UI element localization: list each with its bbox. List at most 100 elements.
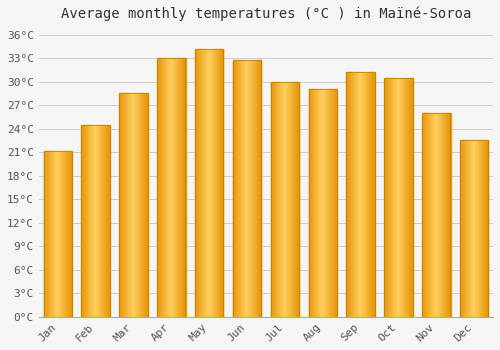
Bar bbox=[309, 90, 310, 317]
Bar bbox=[132, 93, 133, 317]
Bar bbox=[460, 140, 461, 317]
Bar bbox=[477, 140, 478, 317]
Bar bbox=[172, 58, 173, 317]
Bar bbox=[259, 61, 260, 317]
Bar bbox=[236, 61, 237, 317]
Bar bbox=[297, 82, 298, 317]
Bar bbox=[411, 78, 412, 317]
Bar bbox=[85, 125, 86, 317]
Bar bbox=[128, 93, 129, 317]
Bar bbox=[209, 49, 210, 317]
Bar bbox=[102, 125, 103, 317]
Bar bbox=[143, 93, 144, 317]
Bar bbox=[88, 125, 89, 317]
Bar bbox=[66, 150, 67, 317]
Bar bbox=[53, 150, 54, 317]
Bar bbox=[315, 90, 316, 317]
Bar bbox=[136, 93, 137, 317]
Bar bbox=[199, 49, 200, 317]
Bar bbox=[173, 58, 174, 317]
Bar bbox=[220, 49, 221, 317]
Bar bbox=[277, 82, 278, 317]
Bar bbox=[131, 93, 132, 317]
Bar bbox=[425, 113, 426, 317]
Bar bbox=[164, 58, 165, 317]
Bar bbox=[392, 78, 393, 317]
Bar bbox=[408, 78, 409, 317]
Bar bbox=[447, 113, 448, 317]
Bar bbox=[324, 90, 325, 317]
Bar bbox=[126, 93, 127, 317]
Bar bbox=[326, 90, 328, 317]
Bar bbox=[273, 82, 274, 317]
Bar bbox=[82, 125, 110, 317]
Bar bbox=[365, 72, 366, 317]
Bar bbox=[83, 125, 84, 317]
Bar bbox=[448, 113, 449, 317]
Bar bbox=[288, 82, 289, 317]
Bar bbox=[61, 150, 62, 317]
Bar bbox=[437, 113, 438, 317]
Bar bbox=[363, 72, 364, 317]
Bar bbox=[289, 82, 290, 317]
Bar bbox=[390, 78, 391, 317]
Bar bbox=[214, 49, 215, 317]
Bar bbox=[395, 78, 396, 317]
Bar bbox=[176, 58, 177, 317]
Bar bbox=[432, 113, 433, 317]
Bar bbox=[405, 78, 406, 317]
Bar bbox=[122, 93, 124, 317]
Bar bbox=[86, 125, 87, 317]
Bar bbox=[373, 72, 374, 317]
Bar bbox=[119, 93, 120, 317]
Bar bbox=[233, 61, 261, 317]
Bar bbox=[237, 61, 238, 317]
Bar bbox=[275, 82, 276, 317]
Bar bbox=[219, 49, 220, 317]
Bar bbox=[106, 125, 107, 317]
Bar bbox=[60, 150, 61, 317]
Bar bbox=[347, 72, 348, 317]
Bar bbox=[486, 140, 487, 317]
Bar bbox=[293, 82, 294, 317]
Bar bbox=[181, 58, 182, 317]
Bar bbox=[360, 72, 361, 317]
Bar bbox=[384, 78, 412, 317]
Bar bbox=[406, 78, 407, 317]
Bar bbox=[461, 140, 462, 317]
Bar bbox=[333, 90, 334, 317]
Bar bbox=[252, 61, 254, 317]
Bar bbox=[466, 140, 467, 317]
Bar bbox=[361, 72, 362, 317]
Bar bbox=[134, 93, 135, 317]
Bar bbox=[479, 140, 480, 317]
Bar bbox=[44, 150, 46, 317]
Bar bbox=[54, 150, 55, 317]
Bar bbox=[388, 78, 389, 317]
Bar bbox=[208, 49, 209, 317]
Bar bbox=[246, 61, 247, 317]
Bar bbox=[242, 61, 243, 317]
Bar bbox=[392, 78, 394, 317]
Bar bbox=[316, 90, 317, 317]
Bar bbox=[89, 125, 90, 317]
Bar bbox=[371, 72, 372, 317]
Bar bbox=[318, 90, 320, 317]
Bar bbox=[255, 61, 256, 317]
Bar bbox=[157, 58, 186, 317]
Bar bbox=[404, 78, 406, 317]
Bar bbox=[163, 58, 164, 317]
Bar bbox=[99, 125, 100, 317]
Bar bbox=[438, 113, 439, 317]
Bar bbox=[140, 93, 141, 317]
Bar bbox=[483, 140, 484, 317]
Bar bbox=[440, 113, 441, 317]
Bar bbox=[385, 78, 386, 317]
Bar bbox=[443, 113, 444, 317]
Bar bbox=[46, 150, 47, 317]
Bar bbox=[215, 49, 216, 317]
Bar bbox=[165, 58, 166, 317]
Bar bbox=[159, 58, 160, 317]
Bar bbox=[329, 90, 330, 317]
Bar bbox=[138, 93, 139, 317]
